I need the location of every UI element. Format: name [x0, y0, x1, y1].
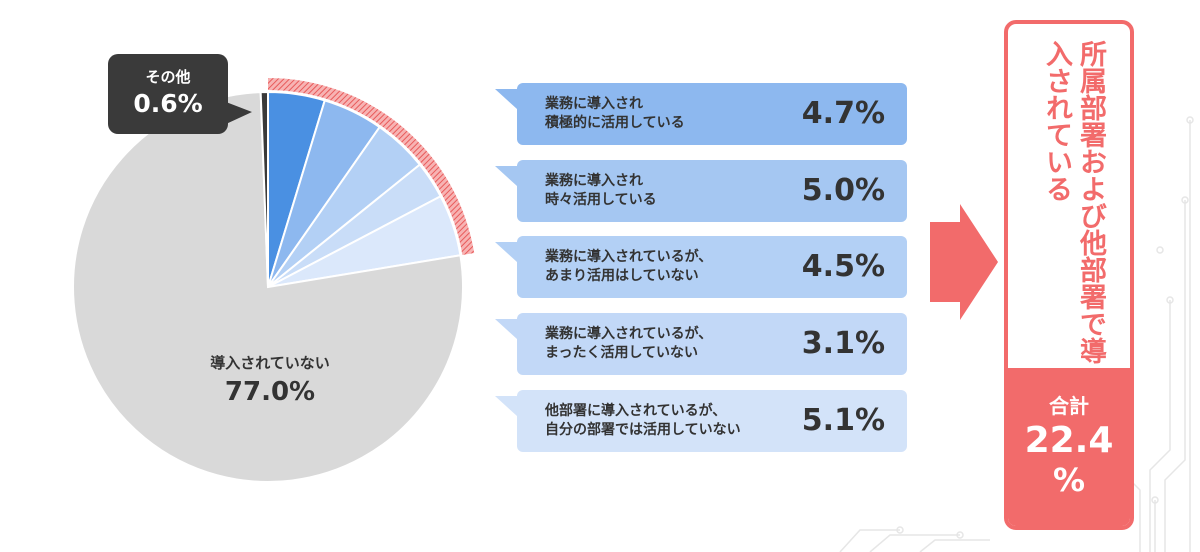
- total-value: 22.4: [1024, 420, 1114, 461]
- summary-total: 合計 22.4 %: [1008, 368, 1130, 526]
- other-callout: その他 0.6%: [108, 54, 228, 134]
- introduced-highlight-band: [268, 78, 475, 255]
- not-introduced-value: 77.0%: [224, 377, 316, 407]
- bubble-label-line1: 業務に導入されているが、: [545, 249, 713, 265]
- bubble-label-line2: まったく活用していない: [545, 345, 699, 361]
- bubble-label-line2: 積極的に活用している: [545, 115, 685, 131]
- bubble-active-use: 業務に導入され積極的に活用している 4.7%: [495, 83, 907, 145]
- bubble-value: 4.7%: [801, 96, 885, 131]
- other-callout-label: その他: [145, 68, 191, 86]
- bubble-value: 3.1%: [801, 326, 885, 361]
- slice-other: [259, 90, 269, 288]
- bubble-label-line1: 業務に導入され: [545, 96, 643, 112]
- bubble-value: 5.1%: [801, 403, 885, 438]
- other-callout-value: 0.6%: [133, 89, 203, 118]
- bubble-label-line2: あまり活用はしていない: [545, 268, 699, 284]
- bubble-value: 5.0%: [801, 173, 885, 208]
- other-callout-pointer: [226, 102, 252, 124]
- bubble-never-use: 業務に導入されているが、 まったく活用していない 3.1%: [495, 313, 907, 375]
- slice-not-introduced: [72, 91, 464, 483]
- summary-box: 所属部署および他部署で導入されている 合計 22.4 %: [1004, 20, 1134, 530]
- right-arrow: [930, 204, 998, 320]
- bubble-sometimes-use: 業務に導入され 時々活用している 5.0%: [495, 160, 907, 222]
- total-unit: %: [1052, 461, 1086, 499]
- summary-title: 所属部署および他部署で導入されている: [1041, 40, 1106, 364]
- bubble-label-line1: 業務に導入され: [545, 173, 643, 189]
- bubble-rarely-use: 業務に導入されているが、 あまり活用はしていない 4.5%: [495, 236, 907, 298]
- bubble-other-dept: 他部署に導入されているが、 自分の部署では活用していない 5.1%: [495, 390, 907, 452]
- bubble-label-line2: 自分の部署では活用していない: [545, 422, 741, 438]
- bubble-label-line1: 他部署に導入されているが、: [545, 403, 727, 419]
- not-introduced-text: 導入されていない: [210, 354, 330, 372]
- total-label: 合計: [1049, 394, 1089, 418]
- bubble-label-line1: 業務に導入されているが、: [545, 326, 713, 342]
- bubble-label-line2: 時々活用している: [545, 192, 657, 208]
- bubble-value: 4.5%: [801, 249, 885, 284]
- not-introduced-label: 導入されていない 77.0%: [170, 352, 370, 407]
